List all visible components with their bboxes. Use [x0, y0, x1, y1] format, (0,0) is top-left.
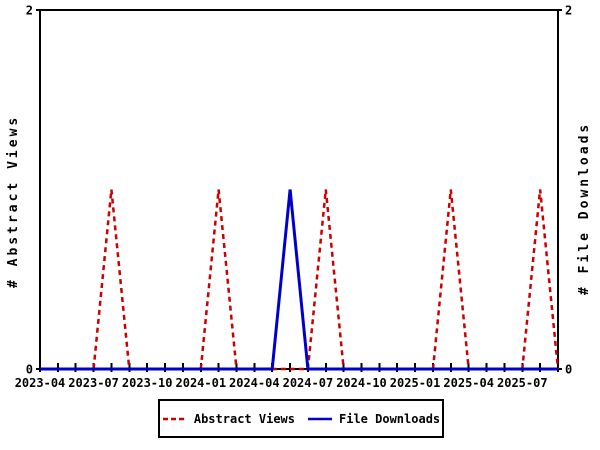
file-downloads-series-line	[40, 189, 558, 371]
y-tick-label-left: 0	[26, 363, 33, 377]
x-tick-label: 2025-01	[390, 376, 441, 390]
legend-label-abstract-views: Abstract Views	[193, 411, 295, 426]
file-downloads-line-swatch	[308, 417, 332, 420]
abstract-views-dash-swatch	[162, 417, 187, 420]
legend-item-abstract-views: Abstract Views	[162, 412, 295, 426]
x-tick-label: 2024-07	[283, 376, 334, 390]
x-tick-label: 2025-07	[497, 376, 548, 390]
y-tick-label-right: 0	[565, 363, 572, 377]
right-axis-title: # File Downloads	[577, 121, 592, 295]
y-tick-label-left: 2	[26, 4, 33, 18]
x-tick-label: 2024-01	[176, 376, 227, 390]
x-tick-label: 2024-04	[229, 376, 280, 390]
x-tick-label: 2023-10	[122, 376, 173, 390]
x-tick-label: 2023-04	[15, 376, 66, 390]
legend-label-file-downloads: File Downloads	[339, 411, 441, 426]
x-tick-label: 2023-07	[68, 376, 119, 390]
x-tick-label: 2025-04	[443, 376, 494, 390]
x-tick-label: 2024-10	[336, 376, 387, 390]
legend-item-file-downloads: File Downloads	[307, 412, 440, 426]
plot-border	[39, 9, 559, 370]
y-tick-label-right: 2	[565, 4, 572, 18]
left-axis-title: # Abstract Views	[6, 114, 21, 288]
legend: Abstract Views File Downloads	[158, 399, 444, 438]
